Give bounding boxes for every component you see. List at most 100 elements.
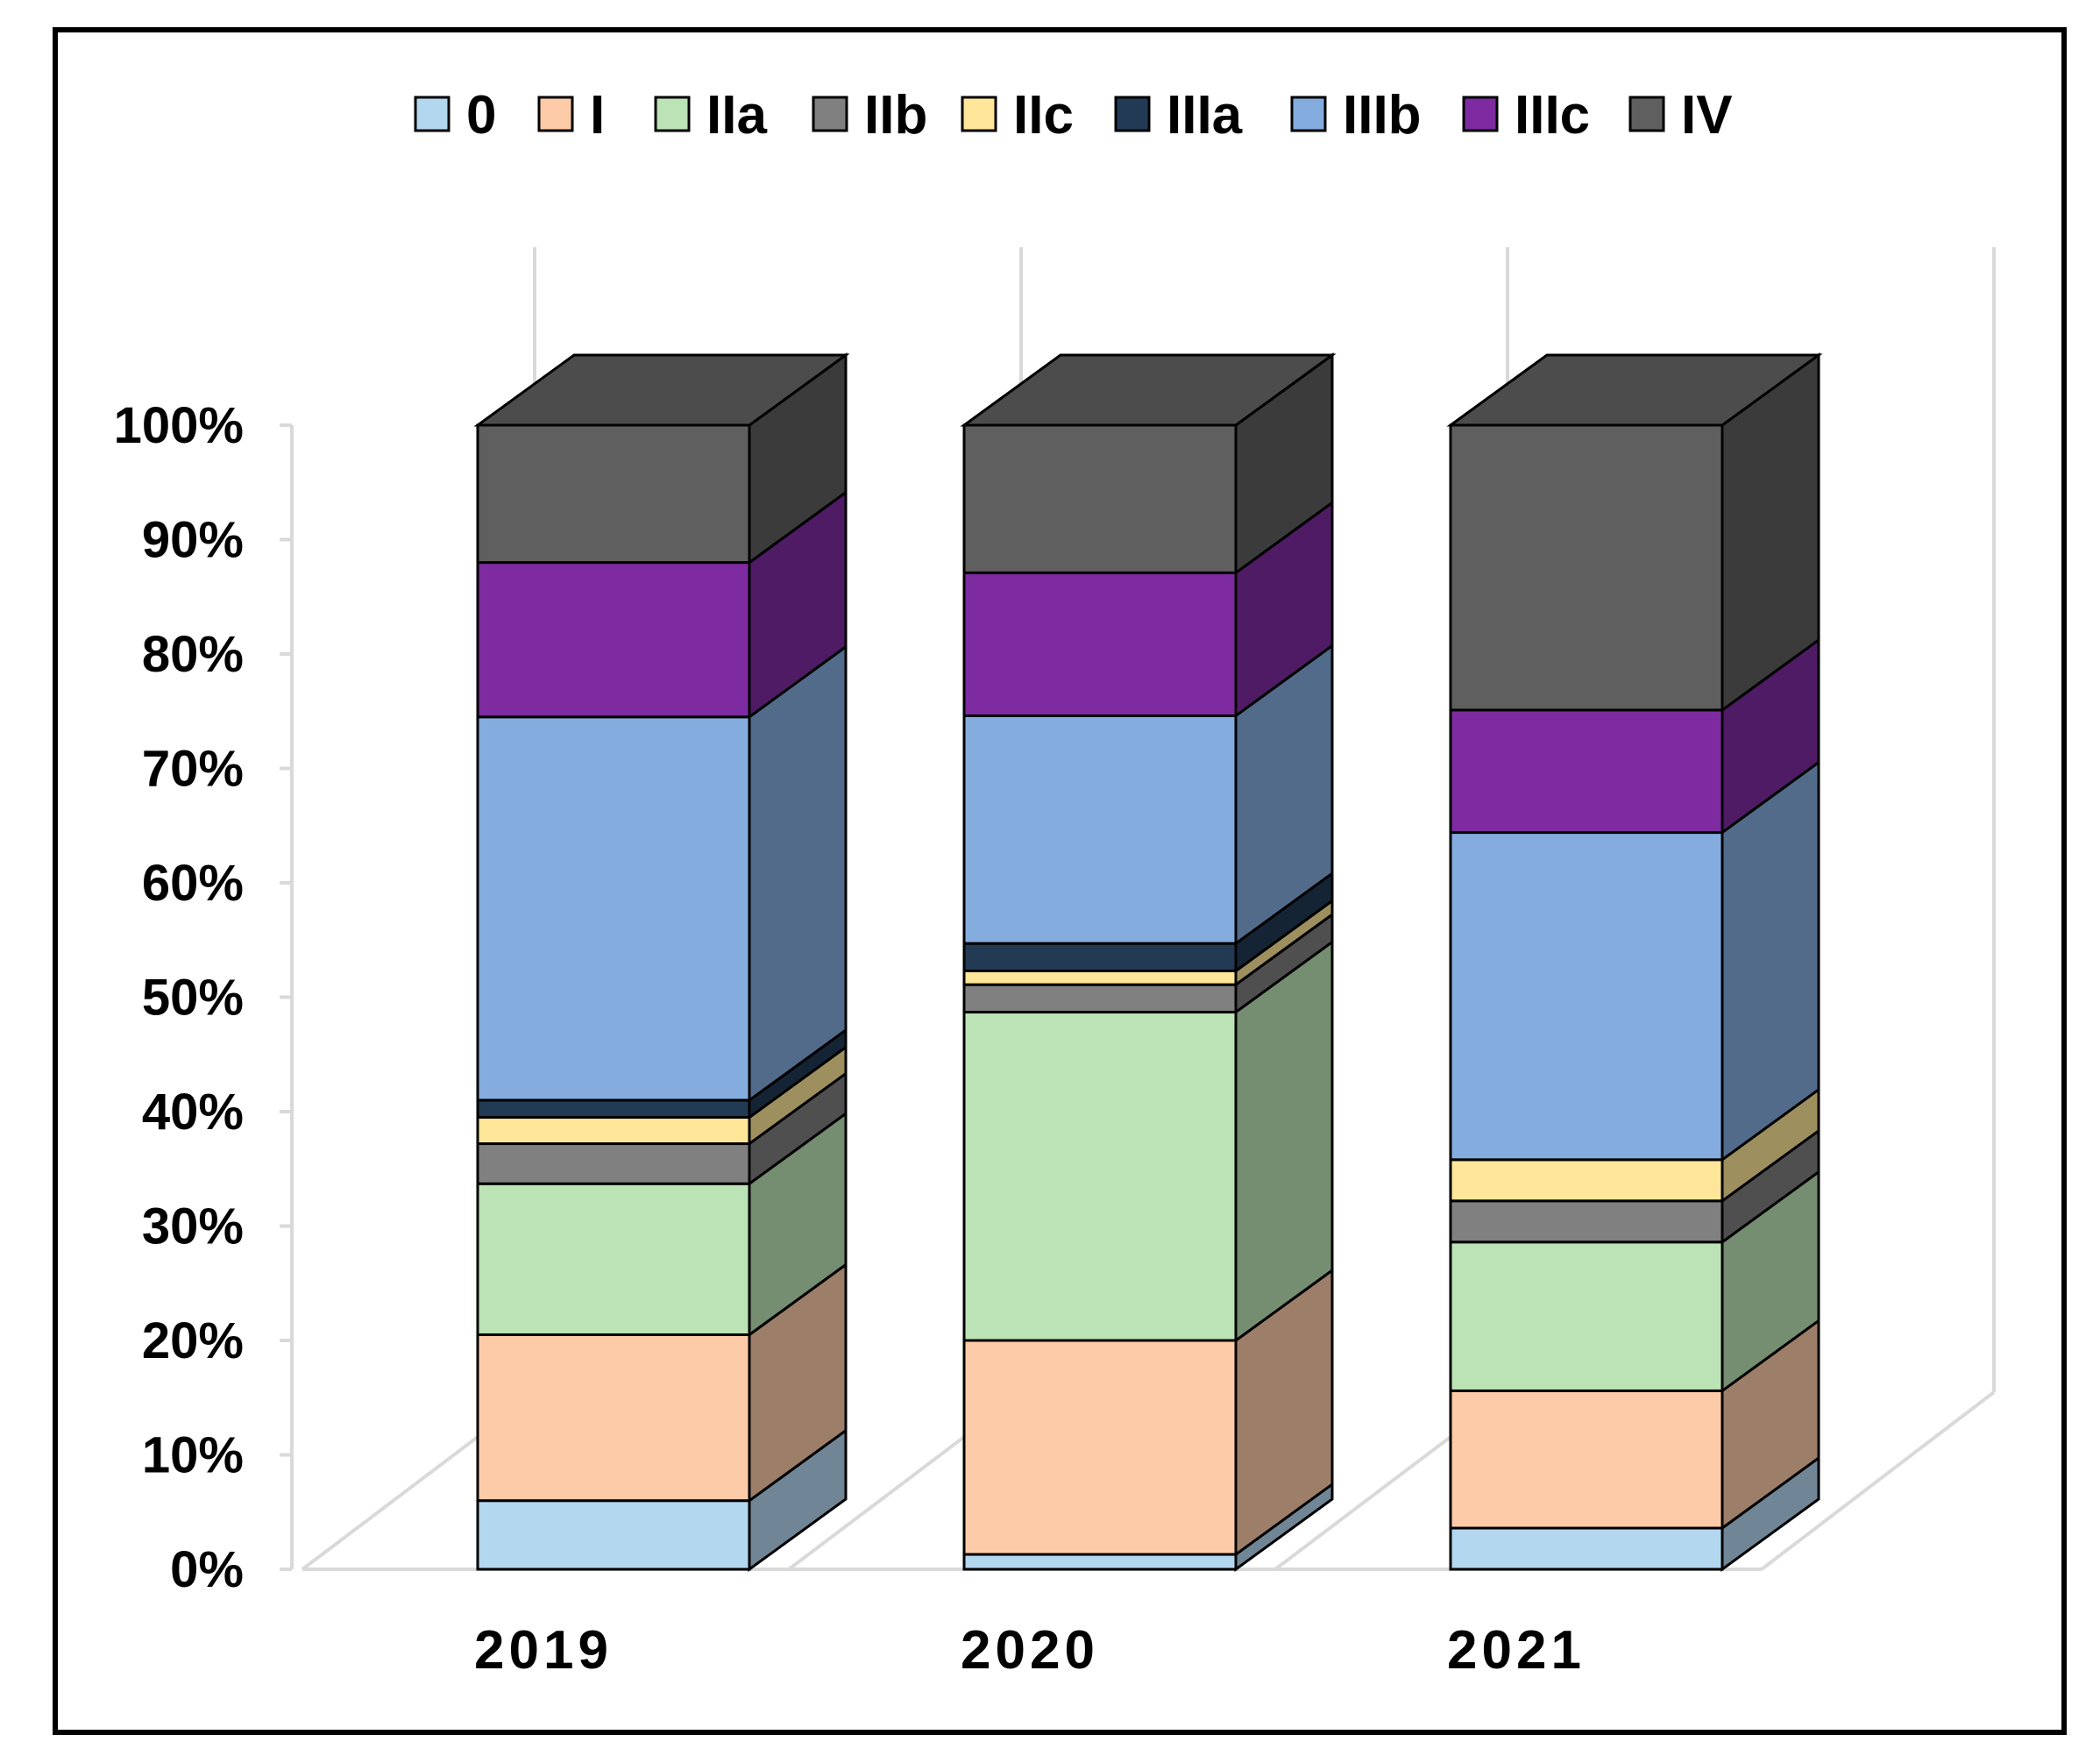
bar-front-face [962,1339,1238,1556]
bar-segment-2020-IIIa [962,871,1334,974]
bar-front-face [476,1116,751,1146]
legend-item-0: 0 [414,85,496,146]
bar-segment-2021-IIIb [1449,759,1820,1162]
bar-front-face [1449,708,1724,835]
bar-front-face [962,942,1238,972]
bar-front-face [1449,1389,1724,1530]
y-axis-ticks: 0% 10% 20% 30% 40% 50% 60% 70% 80% 90% 100% [114,397,292,1598]
legend-label: IIIa [1167,85,1243,146]
bar-front-face [962,983,1238,1013]
legend-label: IIb [864,85,927,146]
bar-segment-2019-IIb [476,1070,848,1187]
bar-front-face [476,1182,751,1336]
legend-swatch [1462,96,1499,132]
bars [473,352,1823,1572]
legend-swatch [1628,96,1665,132]
bar-front-face [1449,423,1724,712]
y-tick-label: 90% [142,512,244,569]
legend-label: I [590,85,605,146]
bar-front-face [476,423,751,565]
y-tick-label: 20% [142,1312,244,1369]
legend-item-I: I [537,85,605,146]
bar-stack-2019 [473,352,850,1572]
legend-item-IIIa: IIIa [1114,85,1243,146]
bar-front-face [476,715,751,1102]
bar-stack-2021 [1446,352,1823,1572]
x-axis-labels: 2019 2020 2021 [474,1620,1586,1681]
bar-segment-2020-IIIb [962,643,1334,947]
bar-segment-2020-IIIc [962,500,1334,719]
bar-front-face [476,1142,751,1185]
bar-segment-2020-0 [962,1482,1334,1572]
legend-label: 0 [466,85,496,146]
legend-swatch [1290,96,1327,132]
legend-label: IIIb [1343,85,1422,146]
legend-label: IV [1681,85,1733,146]
bar-front-face [1449,831,1724,1162]
bar-segment-2019-I [476,1262,848,1504]
legend-swatch [414,96,451,132]
bar-front-face [1449,1241,1724,1392]
y-tick-label: 50% [142,970,244,1027]
x-tick-label: 2019 [474,1620,613,1681]
legend-item-IV: IV [1628,85,1733,146]
legend-swatch [961,96,997,132]
bar-segment-2019-IIa [476,1111,848,1338]
legend-label: IIa [706,85,767,146]
legend-label: IIc [1013,85,1074,146]
y-tick-label: 60% [142,855,244,912]
bar-segment-2021-I [1449,1318,1820,1531]
bar-segment-2019-IIIb [476,643,848,1103]
bar-front-face [962,571,1238,717]
bar-segment-2021-0 [1449,1455,1820,1572]
bar-segment-2020-IV [962,352,1334,576]
legend-item-IIb: IIb [812,85,927,146]
x-tick-label: 2020 [961,1620,1099,1681]
bar-front-face [962,1010,1238,1342]
x-tick-label: 2021 [1447,1620,1586,1681]
bar-top-face [473,353,850,427]
legend-label: IIIc [1515,85,1590,146]
bar-segment-2020-I [962,1268,1334,1557]
bar-segment-2019-IIIc [476,489,848,720]
y-tick-label: 40% [142,1084,244,1141]
bar-segment-2021-IV [1449,352,1820,713]
bar-segment-2021-IIc [1449,1086,1820,1204]
y-tick-label: 10% [142,1427,244,1484]
bar-segment-2019-IIIa [476,1027,848,1120]
y-tick-label: 100% [114,397,244,454]
bar-front-face [1449,1158,1724,1203]
y-tick-label: 0% [170,1541,244,1598]
legend-swatch [812,96,848,132]
legend: 0 I IIa IIb IIc IIIa IIIb IIIc IV [414,85,1733,146]
y-tick-label: 70% [142,741,244,798]
bar-front-face [476,1098,751,1120]
legend-item-IIIc: IIIc [1462,85,1590,146]
bar-segment-2021-IIIc [1449,636,1820,835]
y-tick-label: 80% [142,626,244,683]
bar-front-face [476,1333,751,1503]
bar-top-face [960,353,1337,427]
legend-swatch [537,96,574,132]
bar-front-face [476,1499,751,1571]
bar-segment-2019-IV [476,352,848,565]
bar-side-face [748,643,848,1103]
bar-segment-2019-0 [476,1427,848,1572]
bar-front-face [962,1553,1238,1571]
legend-item-IIIb: IIIb [1290,85,1422,146]
bar-top-face [1446,353,1823,427]
bar-front-face [1449,1526,1724,1571]
bar-front-face [1449,1199,1724,1244]
legend-swatch [1114,96,1151,132]
bar-segment-2021-IIa [1449,1169,1820,1394]
legend-item-IIa: IIa [654,85,767,146]
bar-front-face [962,969,1238,986]
bar-front-face [962,423,1238,574]
y-tick-label: 30% [142,1198,244,1255]
legend-item-IIc: IIc [961,85,1074,146]
legend-swatch [654,96,691,132]
floor-side-edge [1760,1390,1996,1571]
bar-stack-2020 [960,352,1337,1572]
